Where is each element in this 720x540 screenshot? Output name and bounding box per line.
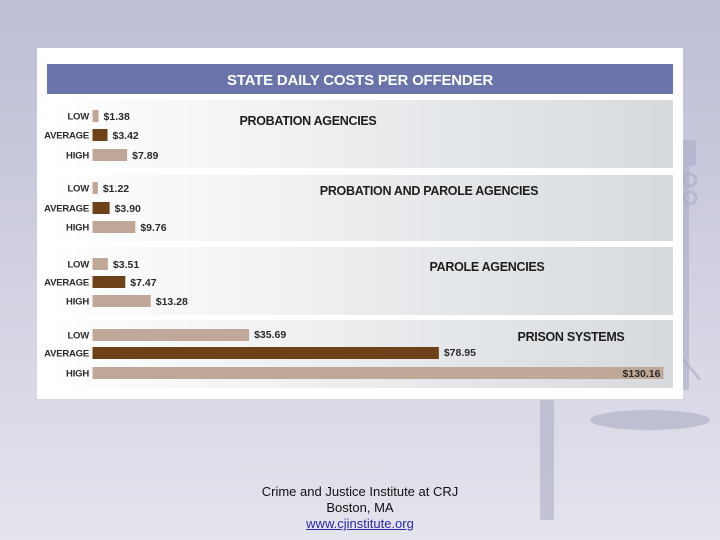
bar-probation-and-parole-agencies-average xyxy=(92,202,110,214)
footer-location: Boston, MA xyxy=(326,500,394,515)
group-panel xyxy=(47,100,673,168)
group-title: PROBATION AND PAROLE AGENCIES xyxy=(320,184,538,198)
footer-website-link[interactable]: www.cjinstitute.org xyxy=(306,516,414,531)
value-label-probation-and-parole-agencies-average: $3.90 xyxy=(115,203,141,215)
category-label-high: HIGH xyxy=(66,369,89,380)
value-label-prison-systems-low: $35.69 xyxy=(254,329,286,341)
bar-prison-systems-low xyxy=(92,329,250,341)
footer-organization: Crime and Justice Institute at CRJ xyxy=(261,484,459,499)
bar-prison-systems-high xyxy=(92,367,664,379)
bar-parole-agencies-high xyxy=(92,295,151,307)
category-label-low: LOW xyxy=(67,184,89,195)
value-label-parole-agencies-low: $3.51 xyxy=(113,259,139,271)
footer-credits: Crime and Justice Institute at CRJ Bosto… xyxy=(210,484,510,532)
bar-prison-systems-average xyxy=(92,347,439,359)
bar-probation-agencies-average xyxy=(92,129,108,141)
group-title: PRISON SYSTEMS xyxy=(518,330,625,344)
value-label-probation-agencies-low: $1.38 xyxy=(104,111,130,123)
group-parole-agencies: PAROLE AGENCIES LOW $3.51 AVERAGE $7.47 HIGH $… xyxy=(44,247,673,315)
value-label-probation-and-parole-agencies-high: $9.76 xyxy=(140,222,166,234)
value-label-probation-agencies-average: $3.42 xyxy=(113,130,139,142)
chart-card: STATE DAILY COSTS PER OFFENDER PROBATION… xyxy=(37,48,683,399)
value-label-parole-agencies-average: $7.47 xyxy=(130,277,156,289)
group-panel xyxy=(47,247,673,315)
group-panel xyxy=(47,175,673,241)
category-label-high: HIGH xyxy=(66,151,89,162)
cost-bar-chart: STATE DAILY COSTS PER OFFENDER PROBATION… xyxy=(44,64,673,388)
bar-probation-and-parole-agencies-high xyxy=(92,221,136,233)
value-label-prison-systems-average: $78.95 xyxy=(444,347,476,359)
group-probation-and-parole-agencies: PROBATION AND PAROLE AGENCIES LOW $1.22 AVE… xyxy=(44,175,673,241)
category-label-high: HIGH xyxy=(66,223,89,234)
category-label-low: LOW xyxy=(67,112,89,123)
chart-title: STATE DAILY COSTS PER OFFENDER xyxy=(227,72,493,89)
value-label-probation-agencies-high: $7.89 xyxy=(132,150,158,162)
value-label-prison-systems-high: $130.16 xyxy=(623,368,661,380)
category-label-average: AVERAGE xyxy=(44,204,89,215)
group-title: PAROLE AGENCIES xyxy=(430,260,545,274)
category-label-average: AVERAGE xyxy=(44,278,89,289)
bar-probation-agencies-low xyxy=(92,110,99,122)
category-label-high: HIGH xyxy=(66,297,89,308)
value-label-parole-agencies-high: $13.28 xyxy=(156,296,188,308)
group-probation-agencies: PROBATION AGENCIES LOW $1.38 AVERAGE $3.42 HI… xyxy=(44,100,673,168)
bar-parole-agencies-low xyxy=(92,258,108,270)
bar-probation-and-parole-agencies-low xyxy=(92,182,98,194)
bar-parole-agencies-average xyxy=(92,276,126,288)
category-label-low: LOW xyxy=(67,260,89,271)
group-title: PROBATION AGENCIES xyxy=(240,114,377,128)
bar-probation-agencies-high xyxy=(92,149,128,161)
chart-title-bar xyxy=(47,64,673,94)
category-label-average: AVERAGE xyxy=(44,349,89,360)
category-label-low: LOW xyxy=(67,331,89,342)
group-prison-systems: PRISON SYSTEMS LOW $35.69 AVERAGE $78.95 HIGH… xyxy=(44,320,673,388)
value-label-probation-and-parole-agencies-low: $1.22 xyxy=(103,183,129,195)
category-label-average: AVERAGE xyxy=(44,131,89,142)
